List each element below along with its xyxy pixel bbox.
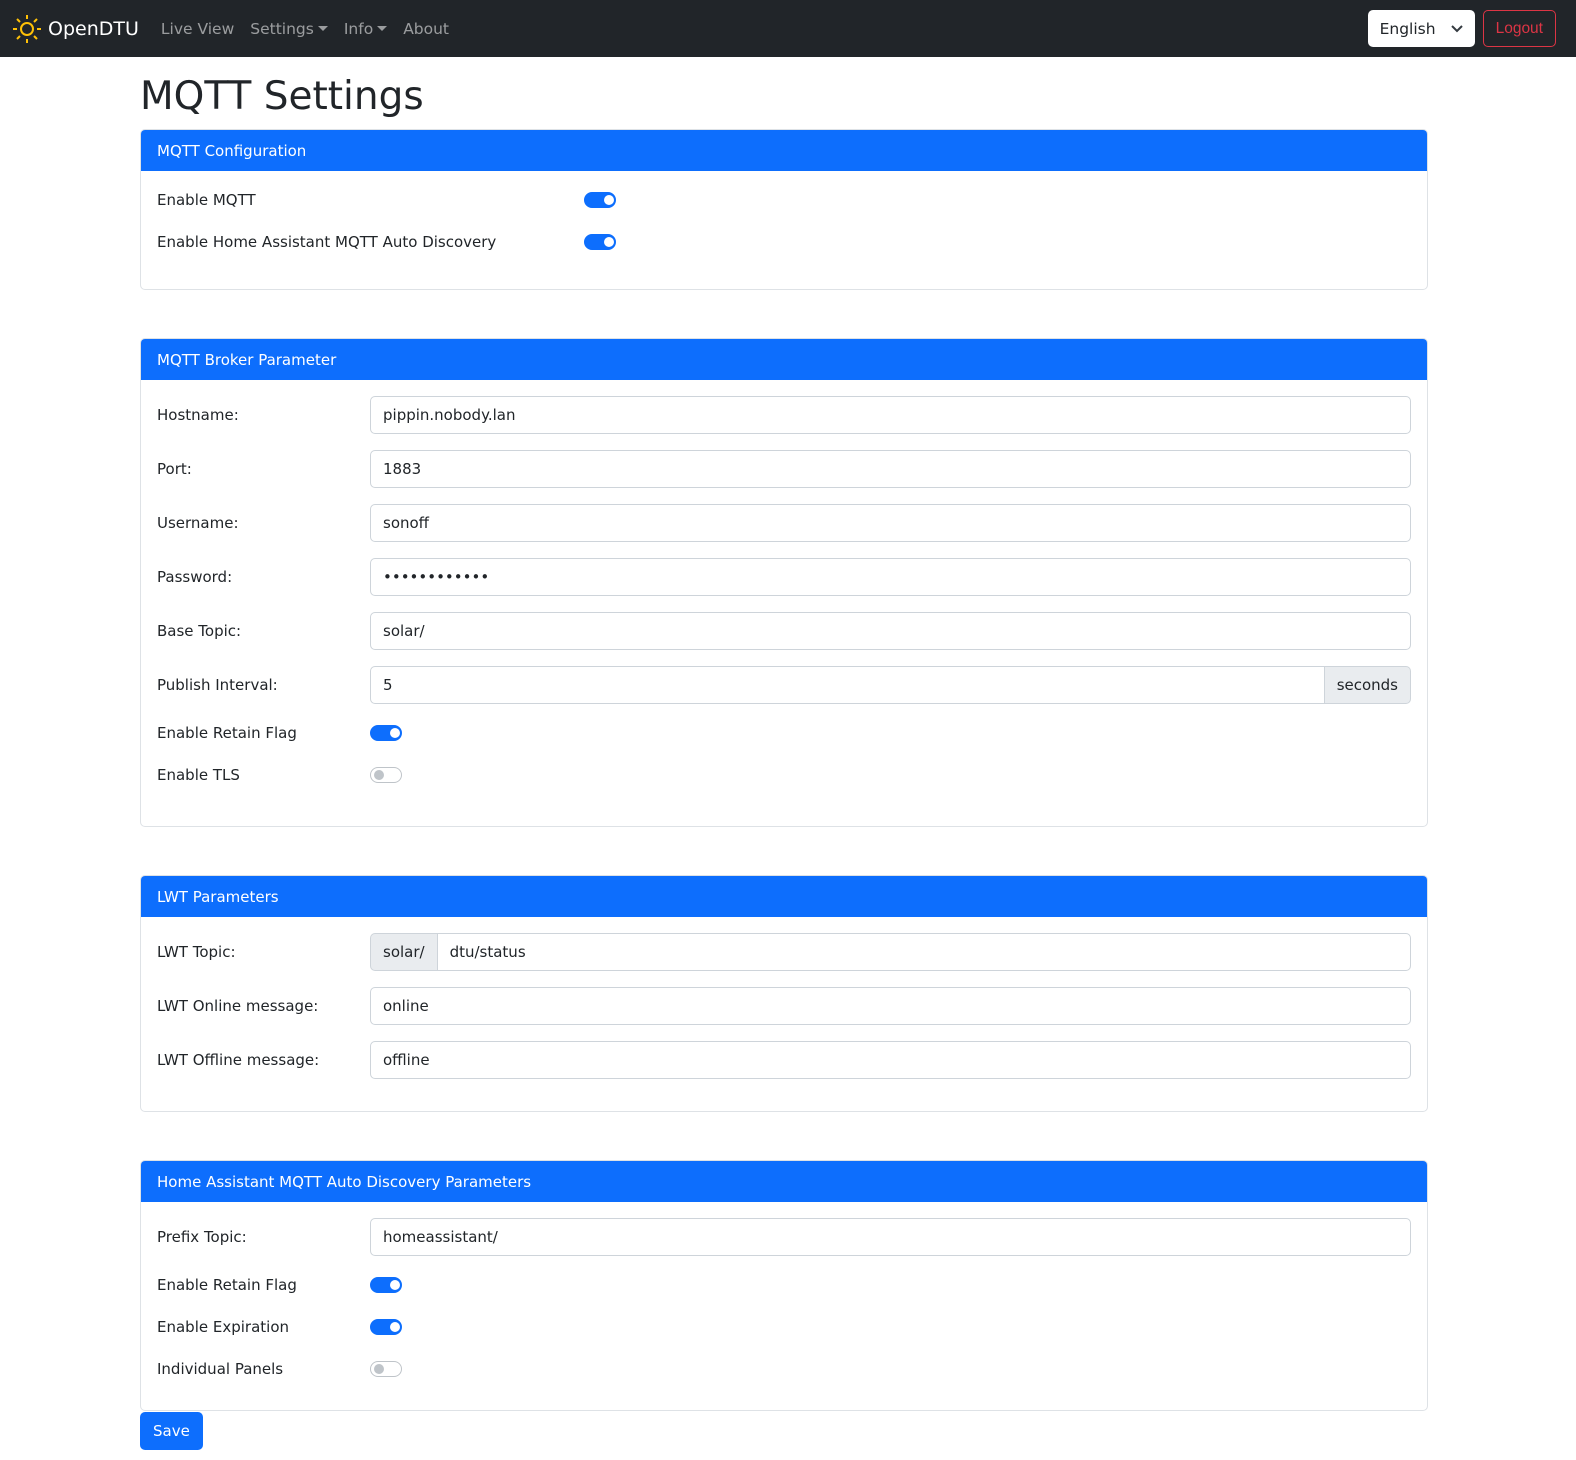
caret-down-icon <box>377 26 388 31</box>
lwt-topic-input[interactable] <box>436 933 1411 971</box>
label: Port: <box>157 460 192 478</box>
nav-info[interactable]: Info <box>343 19 388 38</box>
retain-flag-toggle[interactable] <box>370 725 402 741</box>
language-select[interactable]: English <box>1367 10 1475 47</box>
nav-label: Live View <box>160 19 235 38</box>
card-header: LWT Parameters <box>141 876 1427 917</box>
prefix-topic-input[interactable] <box>370 1218 1411 1256</box>
hostname-input[interactable] <box>370 396 1411 434</box>
label: Enable Retain Flag <box>157 724 297 742</box>
save-button[interactable]: Save <box>140 1412 203 1450</box>
tls-toggle[interactable] <box>370 767 402 783</box>
label: LWT Online message: <box>157 997 319 1015</box>
ha-retain-toggle[interactable] <box>370 1277 402 1293</box>
label: Enable TLS <box>157 766 240 784</box>
navbar: OpenDTU Live View Settings Info About En… <box>0 0 1576 57</box>
card-header: MQTT Configuration <box>141 130 1427 171</box>
label: Publish Interval: <box>157 676 278 694</box>
lwt-online-input[interactable] <box>370 987 1411 1025</box>
port-input[interactable] <box>370 450 1411 488</box>
nav-label: Info <box>343 19 374 38</box>
mqtt-configuration-card: MQTT Configuration Enable MQTT Enable Ho… <box>140 129 1428 290</box>
lwt-topic-prefix: solar/ <box>370 933 437 971</box>
label: Enable Retain Flag <box>157 1276 297 1294</box>
nav-label: Settings <box>250 19 314 38</box>
label: Enable Expiration <box>157 1318 289 1336</box>
sun-icon <box>13 14 41 43</box>
label: Enable Home Assistant MQTT Auto Discover… <box>157 233 497 251</box>
enable-mqtt-toggle[interactable] <box>584 192 616 208</box>
base-topic-input[interactable] <box>370 612 1411 650</box>
individual-panels-toggle[interactable] <box>370 1361 402 1377</box>
enable-ha-discovery-toggle[interactable] <box>584 234 616 250</box>
nav-about[interactable]: About <box>403 20 449 38</box>
label: LWT Offline message: <box>157 1051 320 1069</box>
nav-settings[interactable]: Settings <box>250 20 328 38</box>
caret-down-icon <box>317 26 328 31</box>
label: Prefix Topic: <box>157 1228 247 1246</box>
username-input[interactable] <box>370 504 1411 542</box>
interval-unit: seconds <box>1324 666 1411 704</box>
logout-button[interactable]: Logout <box>1482 10 1556 47</box>
page-title: MQTT Settings <box>140 74 424 119</box>
lwt-card: LWT Parameters LWT Topic: solar/ LWT Onli… <box>140 875 1428 1112</box>
label: Password: <box>157 568 233 586</box>
brand[interactable]: OpenDTU <box>12 14 139 44</box>
ha-expiration-toggle[interactable] <box>370 1319 402 1335</box>
label: LWT Topic: <box>157 943 236 961</box>
publish-interval-input[interactable] <box>370 666 1325 704</box>
label: Hostname: <box>157 406 239 424</box>
card-header: MQTT Broker Parameter <box>141 339 1427 380</box>
label: Username: <box>157 514 239 532</box>
nav-label: About <box>403 19 450 38</box>
mqtt-broker-card: MQTT Broker Parameter Hostname: Port: Us… <box>140 338 1428 827</box>
ha-discovery-card: Home Assistant MQTT Auto Discovery Param… <box>140 1160 1428 1411</box>
label: Enable MQTT <box>157 191 256 209</box>
lwt-offline-input[interactable] <box>370 1041 1411 1079</box>
card-header: Home Assistant MQTT Auto Discovery Param… <box>141 1161 1427 1202</box>
label: Individual Panels <box>157 1360 284 1378</box>
chevron-down-icon <box>1450 24 1463 32</box>
nav-live-view[interactable]: Live View <box>161 20 234 38</box>
brand-name: OpenDTU <box>48 17 139 40</box>
label: Base Topic: <box>157 622 242 640</box>
password-input[interactable] <box>370 558 1411 596</box>
language-value: English <box>1379 19 1436 38</box>
